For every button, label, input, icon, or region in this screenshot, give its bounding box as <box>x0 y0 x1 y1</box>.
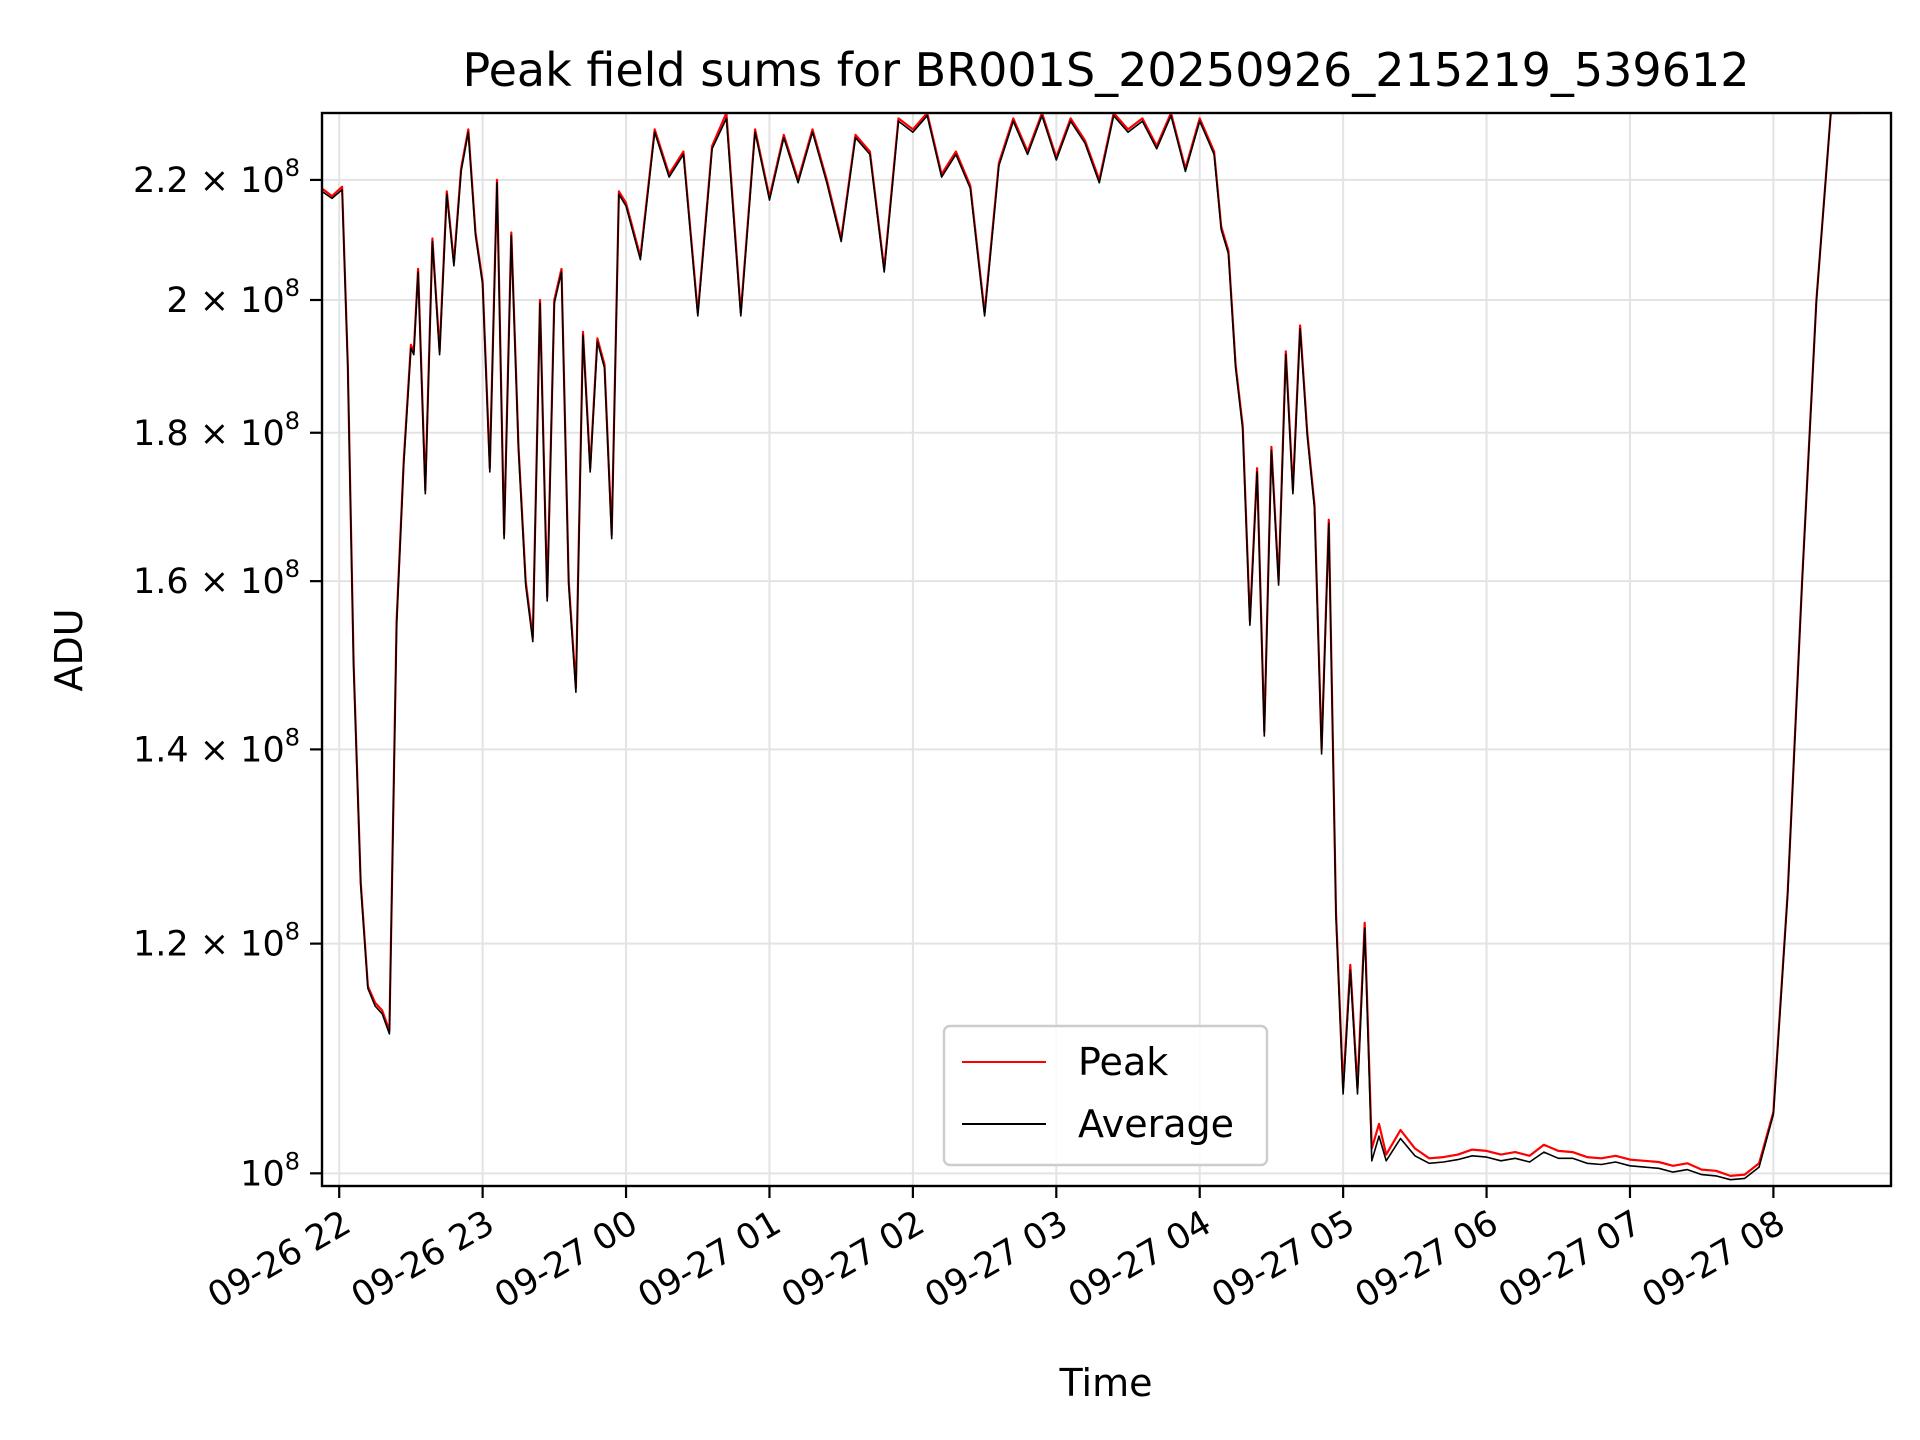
plot-area <box>322 113 1860 1181</box>
axes-frame <box>320 111 1893 1188</box>
series-line-average <box>322 113 1860 1181</box>
y-tick-label: 2.2 × 108 <box>133 154 300 201</box>
y-tick-label: 1.2 × 108 <box>133 918 300 965</box>
series-layer <box>322 113 1860 1181</box>
y-tick-label: 1.4 × 108 <box>133 723 300 770</box>
y-tick-label: 1.6 × 108 <box>133 555 300 602</box>
chart-title: Peak field sums for BR001S_20250926_2152… <box>463 43 1750 97</box>
y-axis: 108 1.2 × 108 1.4 × 108 1.6 × 108 1.8 × 108 2… <box>133 154 322 1194</box>
y-tick-label: 1.8 × 108 <box>133 407 300 454</box>
y-tick-label: 108 <box>240 1147 300 1194</box>
legend-label-peak: Peak <box>1078 1040 1168 1084</box>
y-axis-label: ADU <box>47 608 91 691</box>
grid <box>322 113 1891 1186</box>
legend: Peak Average <box>942 1024 1269 1167</box>
legend-label-average: Average <box>1078 1102 1234 1146</box>
x-axis-label: Time <box>1059 1361 1153 1405</box>
y-tick-label: 2 × 108 <box>166 274 300 321</box>
legend-box <box>942 1024 1269 1167</box>
